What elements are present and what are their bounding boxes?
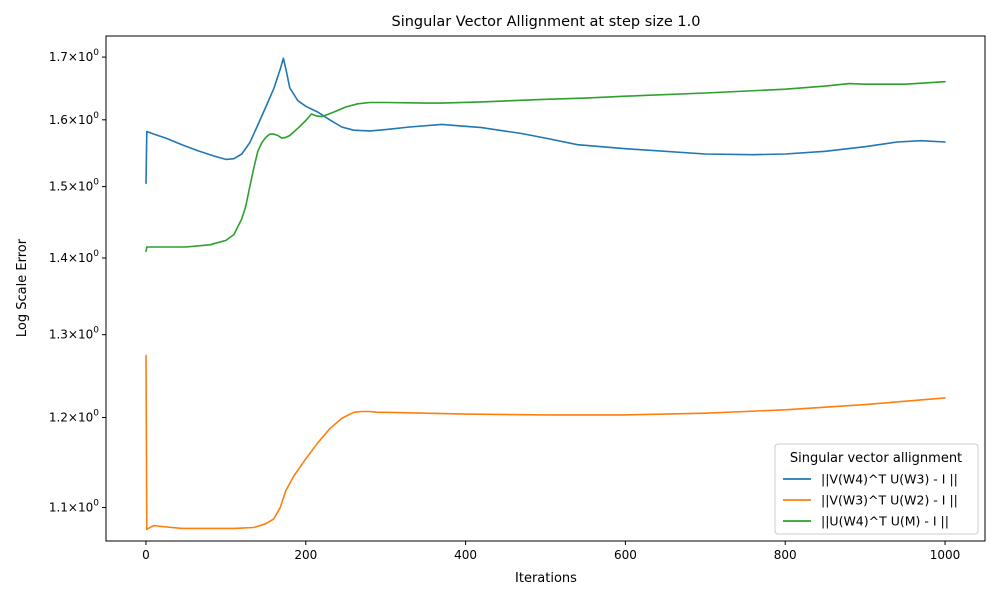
series-line-2 (145, 354, 946, 531)
x-tick-label: 800 (774, 548, 797, 562)
legend-box (774, 443, 979, 535)
plot-frame (105, 35, 986, 542)
legend-title: Singular vector allignment (790, 451, 962, 466)
plot-area (105, 35, 986, 542)
y-tick-label: 1.2×100 (49, 409, 99, 425)
x-tick-label: 0 (142, 548, 150, 562)
series-layer (145, 57, 946, 531)
legend-label: ||V(W4)^T U(W3) - I || (821, 472, 958, 487)
x-axis-label: Iterations (515, 571, 577, 586)
series-line-1 (145, 57, 946, 184)
y-tick-label: 1.1×100 (49, 499, 99, 515)
legend-label: ||V(W3)^T U(W2) - I || (821, 493, 958, 508)
y-tick-label: 1.7×100 (49, 48, 99, 64)
y-tick-label: 1.5×100 (49, 178, 99, 194)
x-tick-label: 600 (614, 548, 637, 562)
y-tick-label: 1.4×100 (49, 249, 99, 265)
y-axis-label: Log Scale Error (15, 238, 30, 337)
legend-label: ||U(W4)^T U(M) - I || (821, 514, 949, 529)
x-tick-label: 400 (454, 548, 477, 562)
y-tick-label: 1.3×100 (49, 326, 99, 342)
series-line-3 (145, 80, 946, 253)
y-axis: 1.1×100 1.2×100 1.3×100 1.4×100 1.5×100 1.6×1… (49, 48, 106, 515)
y-tick-label: 1.6×100 (49, 111, 99, 127)
legend: Singular vector allignment ||V(W4)^T U(W… (774, 443, 979, 535)
chart-title: Singular Vector Allignment at step size … (392, 14, 701, 30)
x-tick-label: 200 (294, 548, 317, 562)
x-tick-label: 1000 (930, 548, 961, 562)
legend-entries: ||V(W4)^T U(W3) - I || ||V(W3)^T U(W2) - … (783, 472, 958, 529)
x-axis: 0 200 400 600 800 1000 (142, 541, 960, 562)
